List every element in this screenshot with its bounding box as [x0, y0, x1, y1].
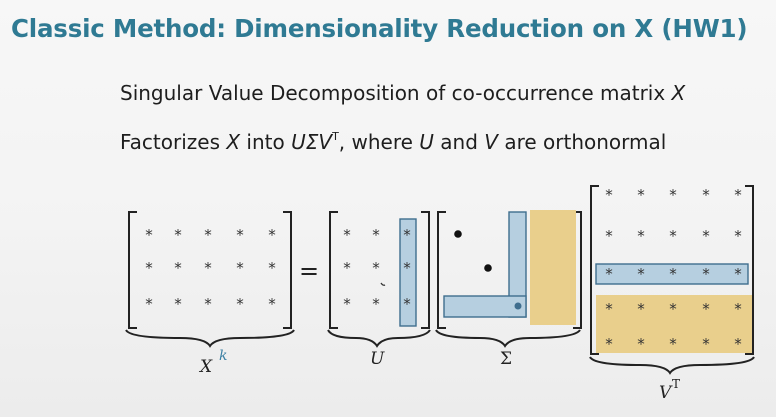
matrix-entry-star: *: [637, 265, 645, 283]
matrix-entry-star: *: [343, 259, 351, 277]
matrix-entry-star: *: [236, 226, 244, 244]
right-bracket: [283, 211, 292, 329]
matrix-entry-star: *: [637, 335, 645, 353]
matrix-entry-star: *: [669, 227, 677, 245]
sigma-underbrace: [435, 329, 581, 348]
matrix-entry-star: *: [734, 265, 742, 283]
diagonal-dot: [514, 302, 522, 310]
vt-label: V: [659, 383, 673, 403]
matrix-entry-star: *: [204, 226, 212, 244]
matrix-entry-star: *: [702, 186, 710, 204]
usv-expression: UΣV: [291, 130, 333, 154]
matrix-entry-star: *: [403, 295, 411, 313]
matrix-entry-star: *: [669, 335, 677, 353]
var-x: X: [226, 130, 241, 154]
bullet-factorizes: Factorizes X into UΣVT, where U and V ar…: [120, 130, 666, 154]
var-v: V: [484, 130, 498, 154]
vt-superscript: T: [672, 377, 680, 391]
matrix-u: * * * * * * * * * U: [327, 211, 431, 369]
u-label: U: [370, 349, 385, 369]
matrix-entry-star: *: [669, 265, 677, 283]
u-underbrace: [327, 329, 431, 348]
left-bracket: [590, 185, 599, 355]
var-x: X: [671, 81, 686, 105]
equals-sign: =: [299, 257, 319, 285]
matrix-entry-star: *: [268, 295, 276, 313]
matrix-entry-star: *: [343, 295, 351, 313]
matrix-x: * * * * * * * * * * * * * * * X k: [125, 211, 295, 377]
sigma-gold-block: [530, 210, 576, 325]
diagonal-dot: [484, 264, 492, 272]
matrix-entry-star: *: [268, 259, 276, 277]
sigma-label: Σ: [500, 349, 512, 369]
matrix-entry-star: *: [174, 259, 182, 277]
diagonal-dot: [454, 230, 462, 238]
matrix-entry-star: *: [669, 300, 677, 318]
transpose-superscript: T: [332, 130, 339, 143]
svd-text: Singular Value Decomposition of co-occur…: [120, 81, 672, 105]
matrix-entry-star: *: [403, 259, 411, 277]
matrix-entry-star: *: [605, 335, 613, 353]
matrix-entry-star: *: [702, 300, 710, 318]
right-bracket: [573, 211, 582, 329]
left-bracket: [329, 211, 338, 329]
slide-title: Classic Method: Dimensionality Reduction…: [11, 14, 748, 43]
matrix-entry-star: *: [145, 259, 153, 277]
matrix-entry-star: *: [605, 227, 613, 245]
right-bracket: [421, 211, 430, 329]
matrix-entry-star: *: [174, 295, 182, 313]
matrix-entry-star: *: [669, 186, 677, 204]
matrix-entry-star: *: [204, 259, 212, 277]
var-u: U: [419, 130, 434, 154]
matrix-entry-star: *: [605, 265, 613, 283]
matrix-entry-star: *: [637, 186, 645, 204]
matrix-entry-star: *: [236, 295, 244, 313]
right-bracket: [745, 185, 754, 355]
matrix-entry-star: *: [236, 259, 244, 277]
matrix-entry-star: *: [268, 226, 276, 244]
factorizes-text: Factorizes: [120, 130, 227, 154]
matrix-entry-star: *: [605, 186, 613, 204]
where-text: , where: [338, 130, 420, 154]
matrix-entry-star: *: [702, 335, 710, 353]
matrix-entry-star: *: [145, 295, 153, 313]
matrix-entry-star: *: [734, 335, 742, 353]
matrix-entry-star: *: [145, 226, 153, 244]
matrix-entry-star: *: [702, 265, 710, 283]
matrix-entry-star: *: [734, 227, 742, 245]
matrix-entry-star: *: [637, 300, 645, 318]
matrix-entry-star: *: [372, 295, 380, 313]
pen-mark: [380, 282, 386, 286]
matrix-entry-star: *: [734, 186, 742, 204]
matrix-entry-star: *: [605, 300, 613, 318]
matrix-entry-star: *: [702, 227, 710, 245]
matrix-entry-star: *: [174, 226, 182, 244]
matrix-entry-star: *: [403, 226, 411, 244]
and-text: and: [433, 130, 485, 154]
into-text: into: [240, 130, 292, 154]
vt-underbrace: [589, 356, 755, 375]
bullet-svd: Singular Value Decomposition of co-occur…: [120, 81, 685, 105]
matrix-entry-star: *: [204, 295, 212, 313]
left-bracket: [128, 211, 137, 329]
matrix-entry-star: *: [734, 300, 742, 318]
x-label: X: [198, 357, 213, 377]
sigma-blue-row: [443, 295, 527, 318]
matrix-entry-star: *: [372, 226, 380, 244]
vt-gold-rows: [596, 295, 752, 353]
matrix-vt: * * * * * * * * * * * * * * * * * * * * * * * * * V T: [589, 185, 755, 403]
k-superscript: k: [219, 348, 227, 364]
x-underbrace: [125, 329, 295, 348]
matrix-entry-star: *: [637, 227, 645, 245]
matrix-sigma: Σ: [435, 210, 582, 369]
matrix-entry-star: *: [343, 226, 351, 244]
left-bracket: [437, 211, 446, 329]
matrix-entry-star: *: [372, 259, 380, 277]
orthonormal-text: are orthonormal: [497, 130, 667, 154]
vt-highlight-row: [595, 263, 749, 285]
u-highlight-column: [399, 218, 417, 327]
